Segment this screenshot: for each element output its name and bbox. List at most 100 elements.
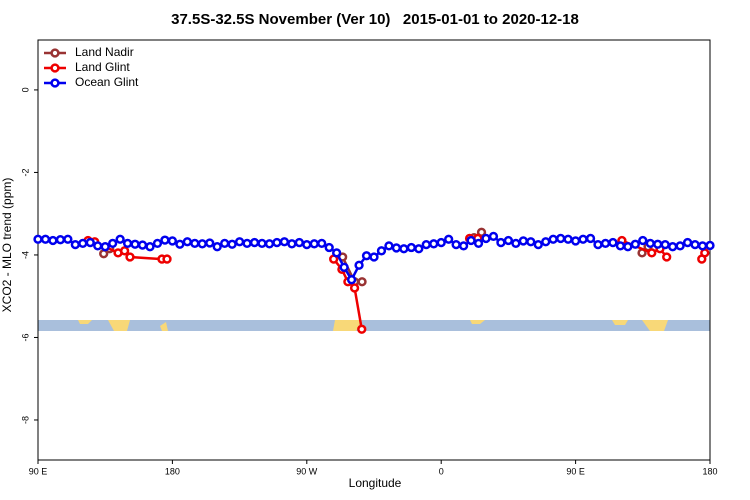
point (182, 237, 192, 247)
point (93, 241, 103, 251)
point (556, 233, 566, 244)
point (205, 238, 215, 248)
point (317, 238, 327, 249)
point (406, 242, 416, 253)
point (115, 234, 125, 244)
point (578, 234, 588, 244)
point (690, 239, 700, 250)
point (600, 238, 611, 249)
point (548, 234, 558, 244)
point (541, 237, 551, 247)
point (608, 237, 618, 248)
point (357, 277, 367, 287)
point (496, 237, 506, 248)
point (647, 248, 657, 258)
point (190, 238, 200, 249)
y-tick-label: 0 (20, 87, 30, 92)
point (160, 235, 170, 245)
ocean-band (38, 320, 710, 331)
point (137, 240, 148, 250)
point (167, 236, 178, 246)
point (645, 238, 655, 249)
point (349, 283, 360, 293)
point (476, 227, 487, 237)
point (369, 252, 379, 262)
x-tick-label: 90 E (29, 466, 48, 476)
point (40, 234, 51, 244)
point (660, 239, 670, 250)
point (361, 251, 372, 261)
point (287, 239, 297, 249)
point (421, 239, 431, 250)
point (481, 233, 491, 244)
point (33, 234, 43, 244)
point (354, 260, 364, 270)
x-tick-label: 90 E (566, 466, 585, 476)
point (518, 236, 528, 246)
point (436, 237, 446, 248)
point (212, 242, 222, 252)
map-strip (38, 320, 710, 331)
point (257, 238, 267, 249)
point (593, 239, 603, 250)
x-axis-label: Longitude (349, 476, 402, 490)
point (533, 239, 543, 250)
point (638, 235, 648, 246)
y-tick-label: -2 (20, 168, 30, 176)
point (705, 240, 715, 251)
legend-marker (50, 78, 60, 88)
point (662, 252, 672, 262)
point (682, 237, 693, 248)
point (324, 242, 334, 253)
legend-marker (50, 48, 60, 58)
point (623, 242, 633, 252)
point (473, 238, 484, 249)
y-tick-label: -6 (20, 333, 30, 341)
point (125, 252, 135, 262)
point (444, 234, 454, 244)
chart-title: 37.5S-32.5S November (Ver 10) 2015-01-01… (171, 11, 579, 28)
point (570, 236, 581, 246)
point (414, 244, 424, 254)
point (234, 237, 245, 247)
point (55, 235, 66, 245)
point (309, 239, 319, 249)
legend-label: Land Glint (75, 60, 130, 74)
point (503, 235, 514, 246)
point (264, 239, 275, 249)
point (85, 237, 95, 248)
point (242, 238, 252, 249)
point (162, 254, 172, 264)
point (279, 237, 290, 247)
point (63, 234, 73, 244)
point (249, 237, 260, 248)
point (391, 243, 402, 253)
point (302, 239, 312, 250)
point (346, 275, 357, 285)
point (108, 238, 118, 249)
point (145, 242, 155, 252)
plot-frame (37, 39, 711, 461)
point (357, 324, 367, 334)
x-tick-label: 0 (439, 466, 444, 476)
point (630, 239, 640, 249)
point (48, 235, 58, 246)
point (119, 246, 130, 256)
y-tick-label: -4 (20, 251, 30, 259)
point (70, 239, 80, 250)
point (122, 238, 133, 249)
legend-label: Land Nadir (75, 45, 134, 59)
point (458, 241, 469, 251)
y-tick-label: -8 (20, 416, 30, 424)
point (339, 262, 349, 272)
point (675, 241, 685, 251)
legend-label: Ocean Glint (75, 75, 139, 89)
point (399, 244, 409, 254)
point (272, 237, 282, 248)
point (294, 237, 304, 248)
x-tick-label: 180 (165, 466, 180, 476)
point (511, 238, 521, 249)
y-axis-label: XCO2 - MLO trend (ppm) (0, 178, 14, 313)
